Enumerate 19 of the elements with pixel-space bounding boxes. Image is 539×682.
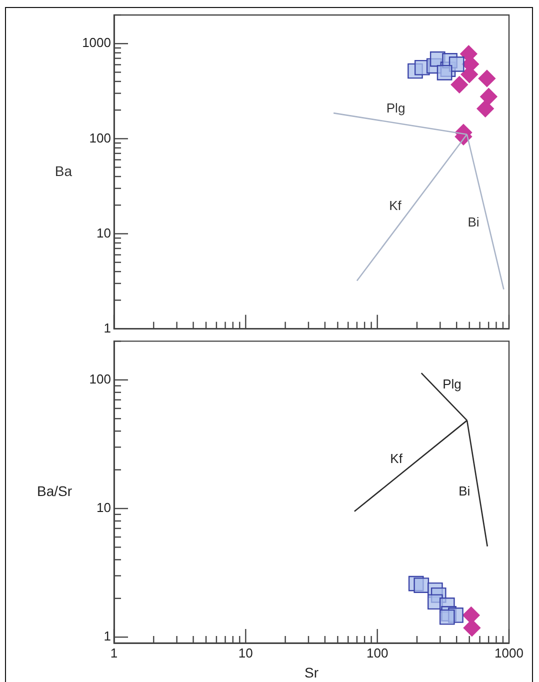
y-tick-label: 1 [104,320,111,336]
series-label: Plg [386,100,406,116]
y-tick-label: 1000 [82,35,111,50]
x-tick-label: 1000 [494,645,524,660]
y-tick-label: 10 [96,500,111,516]
y-tick-label: 1 [104,628,111,644]
x-axis-title: Sr [304,664,319,680]
series-label: Kf [390,451,403,466]
y-tick-label: 10 [96,225,111,240]
x-tick-label: 10 [238,645,253,660]
series-label: Plg [442,376,462,392]
x-tick-label: 100 [366,645,388,660]
series-label: Kf [389,198,402,214]
y-tick-label: 100 [89,130,111,146]
y-axis-title: Ba [54,162,72,179]
y-tick-label: 100 [89,371,111,386]
series-label: Bi [468,214,480,230]
y-axis-title: Ba/Sr [36,482,72,499]
series-label: Bi [458,483,470,498]
